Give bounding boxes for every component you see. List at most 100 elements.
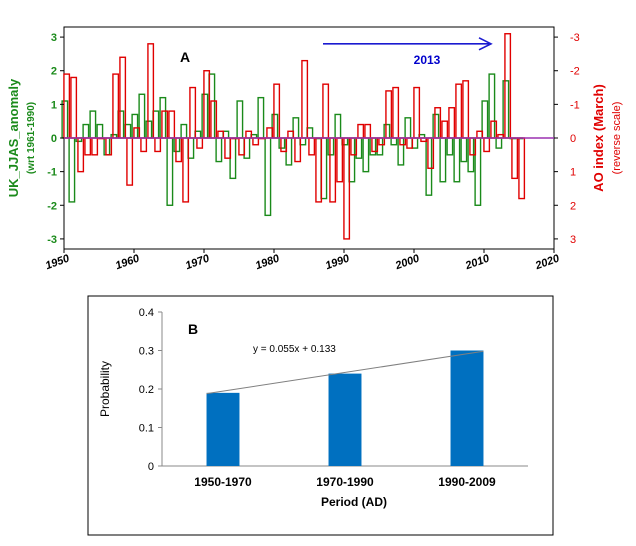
period-label: 1990-2009	[438, 475, 496, 489]
ao-index-bar	[483, 137, 491, 153]
ao-index-bar	[105, 137, 113, 156]
panel-b-y-title: Probability	[98, 361, 112, 417]
x-tick-label: 1950	[44, 252, 72, 272]
x-tick-label: 1980	[254, 252, 282, 272]
ao-index-bar	[511, 137, 519, 180]
left-tick-label: 0	[51, 133, 57, 145]
uk-jjas-bar	[173, 137, 181, 153]
uk-jjas-bar	[96, 123, 104, 139]
ao-index-bar	[63, 73, 71, 139]
uk-jjas-anomaly-bars	[61, 73, 524, 217]
left-axis-subtitle: (wrt 1961-1990)	[26, 102, 37, 174]
left-tick-label: 3	[51, 32, 57, 44]
uk-jjas-bar	[397, 137, 405, 166]
probability-bar	[206, 392, 240, 466]
ao-index-bar	[210, 100, 218, 139]
ao-index-bar	[399, 137, 407, 146]
ao-index-bar	[427, 137, 435, 169]
left-axis-ticks: 3 2 1 0 -1 -2 -3	[47, 32, 64, 246]
ao-index-bar	[504, 33, 512, 139]
uk-jjas-bar	[446, 137, 454, 156]
x-axis-ticks: 1950 1960 1970 1980 1990 2000 2010 2020	[44, 249, 562, 273]
uk-jjas-bar	[61, 100, 69, 139]
trendline-equation: y = 0.055x + 0.133	[253, 344, 336, 355]
ao-index-bar	[77, 137, 85, 173]
panel-b-tick-label: 0.4	[139, 307, 154, 319]
ao-index-bar	[273, 83, 281, 139]
uk-jjas-bar	[488, 73, 496, 139]
uk-jjas-bar	[103, 137, 111, 156]
annotation-2013-label: 2013	[414, 53, 441, 67]
panel-b-y-ticks: 0 0.1 0.2 0.3 0.4	[139, 307, 162, 473]
uk-jjas-bar	[264, 137, 272, 217]
uk-jjas-bar	[278, 137, 286, 149]
panel-b-tick-label: 0.3	[139, 346, 154, 358]
ao-index-bar	[364, 123, 372, 139]
uk-jjas-bar	[425, 137, 433, 196]
uk-jjas-bar	[327, 137, 335, 156]
annotation-arrow	[323, 37, 493, 51]
uk-jjas-bar	[215, 137, 223, 163]
left-tick-label: -3	[47, 234, 57, 246]
right-tick-label: -1	[570, 99, 580, 111]
right-tick-label: -3	[570, 32, 580, 44]
uk-jjas-bar	[68, 137, 76, 203]
probability-bar	[328, 373, 362, 466]
uk-jjas-bar	[390, 137, 398, 146]
ao-index-bar	[322, 83, 330, 139]
x-tick-label: 1990	[324, 252, 352, 272]
ao-index-bar	[455, 83, 463, 139]
ao-index-bar	[154, 137, 162, 153]
right-tick-label: 0	[570, 133, 576, 145]
uk-jjas-bar	[362, 137, 370, 173]
uk-jjas-bar	[460, 137, 468, 163]
uk-jjas-bar	[236, 100, 244, 139]
left-axis-title: UK_JJAS_anomaly	[6, 78, 21, 197]
panel-b-x-title: Period (AD)	[321, 495, 387, 509]
panel-b-tick-label: 0.1	[139, 423, 154, 435]
uk-jjas-bar	[131, 113, 139, 139]
ao-index-bar	[441, 120, 449, 139]
panel-b-label: B	[188, 321, 198, 337]
ao-index-bar	[196, 137, 204, 149]
left-tick-label: -2	[47, 200, 57, 212]
uk-jjas-bar	[334, 113, 342, 139]
ao-index-bar	[434, 107, 442, 139]
ao-index-bar	[357, 123, 365, 139]
ao-index-bar	[175, 137, 183, 163]
period-label: 1970-1990	[316, 475, 374, 489]
right-axis-title: AO index (March)	[591, 84, 606, 192]
ao-index-bar	[518, 137, 526, 200]
ao-index-bar	[126, 137, 134, 186]
left-tick-label: 1	[51, 99, 57, 111]
ao-index-bar	[308, 137, 316, 156]
uk-jjas-bar	[180, 123, 188, 139]
ao-index-bar	[448, 107, 456, 139]
ao-index-bar	[252, 137, 260, 146]
x-tick-label: 2020	[533, 252, 562, 272]
probability-bar	[450, 350, 484, 466]
ao-index-bars	[63, 33, 526, 240]
ao-index-bar	[189, 86, 197, 139]
ao-index-bar	[490, 120, 498, 139]
ao-index-bar	[329, 137, 337, 203]
period-labels: 1950-1970 1970-1990 1990-2009	[194, 475, 496, 489]
x-tick-label: 1970	[184, 252, 212, 272]
x-tick-label: 2000	[393, 252, 422, 272]
uk-jjas-bar	[495, 137, 503, 149]
period-label: 1950-1970	[194, 475, 252, 489]
ao-index-bar	[301, 59, 309, 139]
uk-jjas-bar	[439, 137, 447, 183]
panel-b-frame	[87, 295, 554, 536]
uk-jjas-bar	[453, 137, 461, 183]
left-tick-label: -1	[47, 167, 57, 179]
trendline	[206, 350, 484, 395]
panel-b-chart: 0 0.1 0.2 0.3 0.4 1950-1970 1970-1990 1990-200…	[87, 295, 554, 536]
right-axis-ticks: -3 -2 -1 0 1 2 3	[554, 32, 580, 246]
ao-index-bar	[392, 86, 400, 139]
uk-jjas-bar	[257, 96, 265, 139]
uk-jjas-bar	[166, 137, 174, 206]
ao-index-bar	[385, 90, 393, 139]
